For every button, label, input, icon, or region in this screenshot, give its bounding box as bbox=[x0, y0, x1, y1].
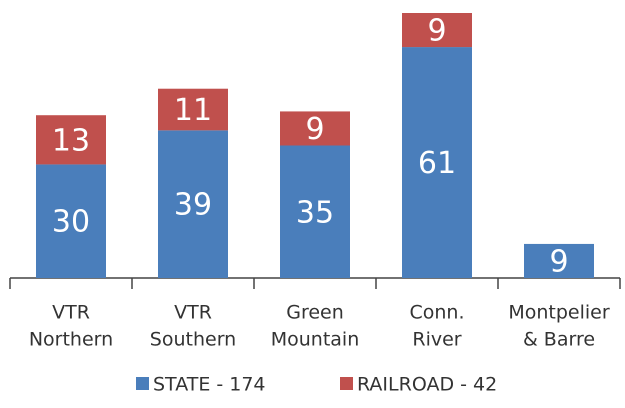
x-tick-label: VTR bbox=[174, 302, 212, 324]
bar-segment bbox=[280, 145, 350, 278]
data-label: 61 bbox=[418, 146, 456, 181]
data-label: 13 bbox=[52, 123, 90, 158]
data-label: 9 bbox=[549, 244, 568, 279]
legend-label: STATE - 174 bbox=[153, 374, 266, 396]
bar-segment bbox=[402, 13, 472, 48]
data-label: 9 bbox=[305, 112, 324, 147]
x-tick-label: Montpelier bbox=[508, 302, 610, 324]
data-label: 35 bbox=[296, 195, 334, 230]
x-tick-label: Northern bbox=[29, 329, 113, 351]
bar-segment bbox=[36, 164, 106, 278]
data-label: 39 bbox=[174, 188, 212, 223]
bar-segment bbox=[280, 111, 350, 146]
data-label: 11 bbox=[174, 93, 212, 128]
legend-swatch bbox=[136, 377, 149, 390]
bar-segment bbox=[158, 130, 228, 278]
x-tick-label: & Barre bbox=[523, 329, 595, 351]
bar-segment bbox=[402, 47, 472, 279]
x-tick-label: Southern bbox=[150, 329, 236, 351]
x-tick-label: Green bbox=[286, 302, 344, 324]
bar-segment bbox=[36, 115, 106, 165]
legend-swatch bbox=[340, 377, 353, 390]
data-label: 30 bbox=[52, 205, 90, 240]
bar-segment bbox=[158, 88, 228, 131]
bar-segment bbox=[524, 243, 594, 278]
x-tick-label: Conn. bbox=[409, 302, 464, 324]
legend-label: RAILROAD - 42 bbox=[357, 374, 497, 396]
x-tick-label: Mountain bbox=[271, 329, 360, 351]
x-tick-label: VTR bbox=[52, 302, 90, 324]
x-tick-label: River bbox=[412, 329, 461, 351]
data-label: 9 bbox=[427, 14, 446, 49]
